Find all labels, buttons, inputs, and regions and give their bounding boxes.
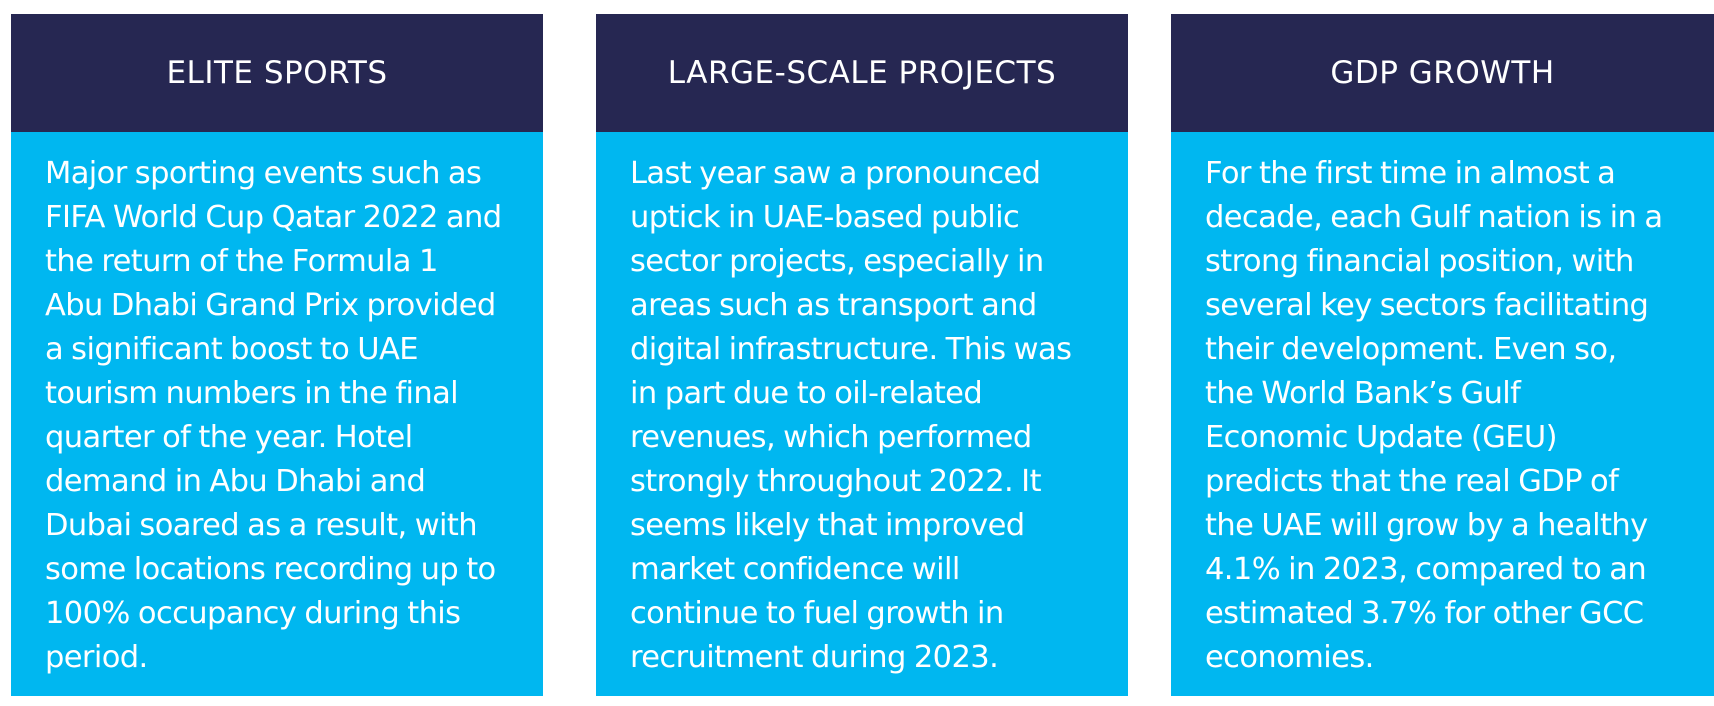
- card-title: ELITE SPORTS: [166, 55, 388, 91]
- text-line: revenues, which performed: [630, 420, 1032, 455]
- card-header: ELITE SPORTS: [11, 14, 543, 132]
- card-text: Last year saw a pronounced uptick in UAE…: [630, 152, 1100, 680]
- text-line: 100% occupancy during this: [45, 596, 461, 631]
- text-line: market confidence will: [630, 552, 960, 587]
- text-line: strongly throughout 2022. It: [630, 464, 1042, 499]
- text-line: areas such as transport and: [630, 288, 1037, 323]
- text-line: quarter of the year. Hotel: [45, 420, 413, 455]
- card-gdp-growth: GDP GROWTH For the first time in almost …: [1171, 14, 1714, 696]
- text-line: decade, each Gulf nation is in a: [1205, 200, 1663, 235]
- text-line: Major sporting events such as: [45, 156, 482, 191]
- card-elite-sports: ELITE SPORTS Major sporting events such …: [11, 14, 543, 696]
- text-line: some locations recording up to: [45, 552, 496, 587]
- text-line: Dubai soared as a result, with: [45, 508, 478, 543]
- text-line: tourism numbers in the final: [45, 376, 459, 411]
- text-line: their development. Even so,: [1205, 332, 1617, 367]
- text-line: a significant boost to UAE: [45, 332, 419, 367]
- text-line: uptick in UAE-based public: [630, 200, 1020, 235]
- text-line: sector projects, especially in: [630, 244, 1044, 279]
- card-large-scale-projects: LARGE-SCALE PROJECTS Last year saw a pro…: [596, 14, 1128, 696]
- card-title: GDP GROWTH: [1330, 55, 1555, 91]
- text-line: 4.1% in 2023, compared to an: [1205, 552, 1647, 587]
- text-line: continue to fuel growth in: [630, 596, 1004, 631]
- card-body: Major sporting events such as FIFA World…: [11, 132, 543, 696]
- card-body: For the first time in almost a decade, e…: [1171, 132, 1714, 696]
- text-line: period.: [45, 640, 148, 675]
- text-line: Economic Update (GEU): [1205, 420, 1558, 455]
- card-text: Major sporting events such as FIFA World…: [45, 152, 515, 680]
- text-line: Last year saw a pronounced: [630, 156, 1041, 191]
- text-line: FIFA World Cup Qatar 2022 and: [45, 200, 502, 235]
- text-line: recruitment during 2023.: [630, 640, 999, 675]
- text-line: several key sectors facilitating: [1205, 288, 1649, 323]
- card-title: LARGE-SCALE PROJECTS: [667, 55, 1057, 91]
- card-header: LARGE-SCALE PROJECTS: [596, 14, 1128, 132]
- card-body: Last year saw a pronounced uptick in UAE…: [596, 132, 1128, 696]
- text-line: economies.: [1205, 640, 1374, 675]
- text-line: strong financial position, with: [1205, 244, 1634, 279]
- text-line: the World Bank’s Gulf: [1205, 376, 1521, 411]
- text-line: in part due to oil-related: [630, 376, 983, 411]
- text-line: demand in Abu Dhabi and: [45, 464, 426, 499]
- text-line: the UAE will grow by a healthy: [1205, 508, 1648, 543]
- text-line: digital infrastructure. This was: [630, 332, 1072, 367]
- card-header: GDP GROWTH: [1171, 14, 1714, 132]
- card-text: For the first time in almost a decade, e…: [1205, 152, 1686, 680]
- text-line: seems likely that improved: [630, 508, 1025, 543]
- text-line: estimated 3.7% for other GCC: [1205, 596, 1644, 631]
- text-line: the return of the Formula 1: [45, 244, 438, 279]
- text-line: predicts that the real GDP of: [1205, 464, 1619, 499]
- text-line: For the first time in almost a: [1205, 156, 1616, 191]
- text-line: Abu Dhabi Grand Prix provided: [45, 288, 496, 323]
